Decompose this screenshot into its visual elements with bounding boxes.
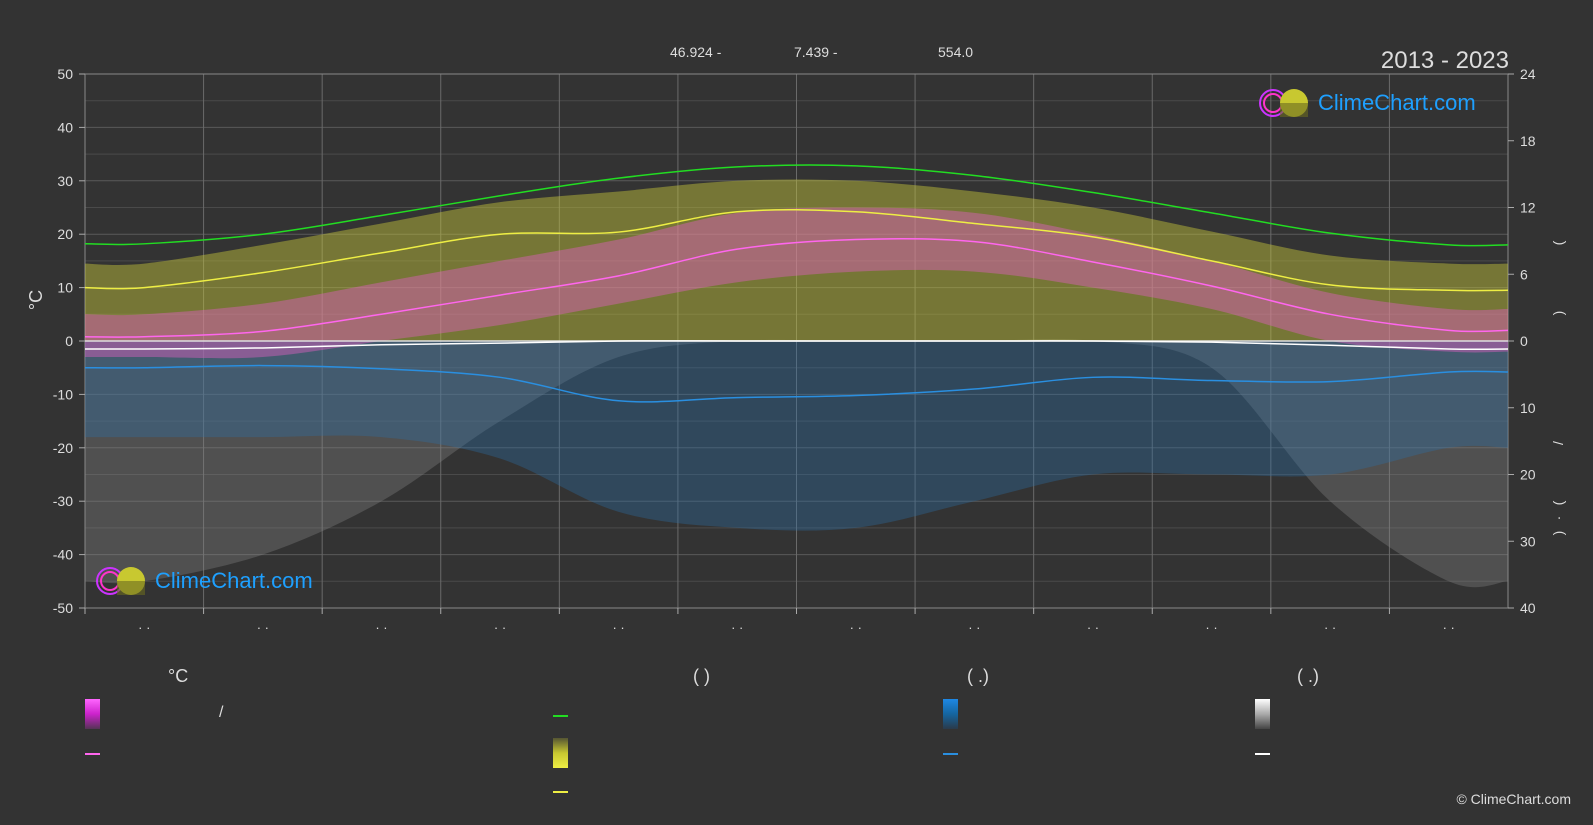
x-axis-labels: · · · · · · · · · · · · · · · · · · · · · · · · [84,608,1455,635]
longitude-readout: 7.439 - [794,44,838,60]
legend-swatch-sunshine-mean [553,791,568,793]
y2-axis-title: () / ( ·) [1550,240,1566,535]
chart-bands [85,179,1508,588]
y-axis-ticks: 50 40 30 20 10 0 -10 -20 -30 -40 -50 [53,66,85,616]
legend-swatch-rain-mean [943,753,958,755]
legend-swatch-daylight [553,715,568,717]
temp-band-area [85,207,1508,359]
series-line-snow [84,340,1509,351]
y2-tick-label: 40 [1520,600,1536,616]
y2-title-glyph: ) [1550,531,1566,536]
y2-tick-label: 10 [1520,400,1536,416]
year-range: 2013 - 2023 [1380,47,1509,74]
legend-swatch-temp-mean [85,753,100,755]
y2-title-glyph: / [1550,441,1566,445]
y2-tick-label: 30 [1520,533,1536,549]
y-tick-label: 10 [57,280,73,296]
legend-heading-temperature: °C [168,666,189,686]
rain-band-area [85,341,1508,531]
y-tick-label: 0 [65,333,73,349]
series-line-daylight [84,164,1509,247]
copyright: © ClimeChart.com [1456,791,1571,807]
legend-swatch-snow-range [1255,699,1270,729]
series-line-temp-mean [84,237,1509,338]
logo-top[interactable]: ClimeChart.com [1258,88,1476,118]
y2-tick-label: 12 [1520,200,1536,216]
y-tick-label: -50 [53,600,73,616]
y2-tick-label: 0 [1520,333,1528,349]
latitude-readout: 46.924 - [670,44,722,60]
x-tick-label: · · [612,620,624,635]
legend-swatch-temp-range [85,699,100,729]
y-tick-label: -30 [53,493,73,509]
y2-title-glyph: · [1550,516,1566,521]
y2-title-glyph: ( [1550,500,1566,505]
legend-swatch-sunshine-range [553,738,568,768]
y-tick-label: -10 [53,386,73,402]
y2-tick-label: 18 [1520,133,1536,149]
legend-heading-rain: ( .) [967,666,989,686]
legend-heading-sunshine: ( ) [693,666,710,686]
y-tick-label: -40 [53,547,73,563]
y-tick-label: 50 [57,66,73,82]
logo-text: ClimeChart.com [1318,90,1476,115]
y2-tick-label: 6 [1520,266,1528,282]
logo-text: ClimeChart.com [155,568,313,593]
legend-swatch-snow-mean [1255,753,1270,755]
y-tick-label: 20 [57,226,73,242]
y-tick-label: -20 [53,440,73,456]
x-tick-label: · · [138,620,150,635]
series-line-sunshine [84,208,1509,292]
legend-heading-snow: ( .) [1297,666,1319,686]
logo-bottom[interactable]: ClimeChart.com [95,566,313,596]
x-tick-label: · · [1324,620,1336,635]
x-tick-label: · · [1087,620,1099,635]
legend-swatch-rain-range [943,699,958,729]
y-axis-title: °C [26,290,46,310]
legend-label-temp-range: / [219,704,224,721]
x-tick-label: · · [257,620,269,635]
snow-band-area [85,339,1508,588]
chart-lines [84,164,1509,403]
y2-tick-label: 24 [1520,66,1536,82]
logo-icon [1259,89,1308,117]
y2-tick-label: 20 [1520,467,1536,483]
y2-title-glyph: ( [1550,240,1566,245]
elevation-readout: 554.0 [938,44,974,60]
y2-title-glyph: ) [1550,311,1566,316]
x-tick-label: · · [1443,620,1455,635]
x-tick-label: · · [494,620,506,635]
y-tick-label: 40 [57,119,73,135]
x-tick-label: · · [731,620,743,635]
x-tick-label: · · [850,620,862,635]
logo-icon [96,567,145,595]
x-tick-label: · · [375,620,387,635]
sunshine-band-area [85,179,1508,341]
x-tick-label: · · [1205,620,1217,635]
y2-axis-ticks: 24 18 12 6 0 10 20 30 40 [1508,66,1536,616]
y-tick-label: 30 [57,173,73,189]
series-line-rain [84,364,1509,403]
x-tick-label: · · [968,620,980,635]
